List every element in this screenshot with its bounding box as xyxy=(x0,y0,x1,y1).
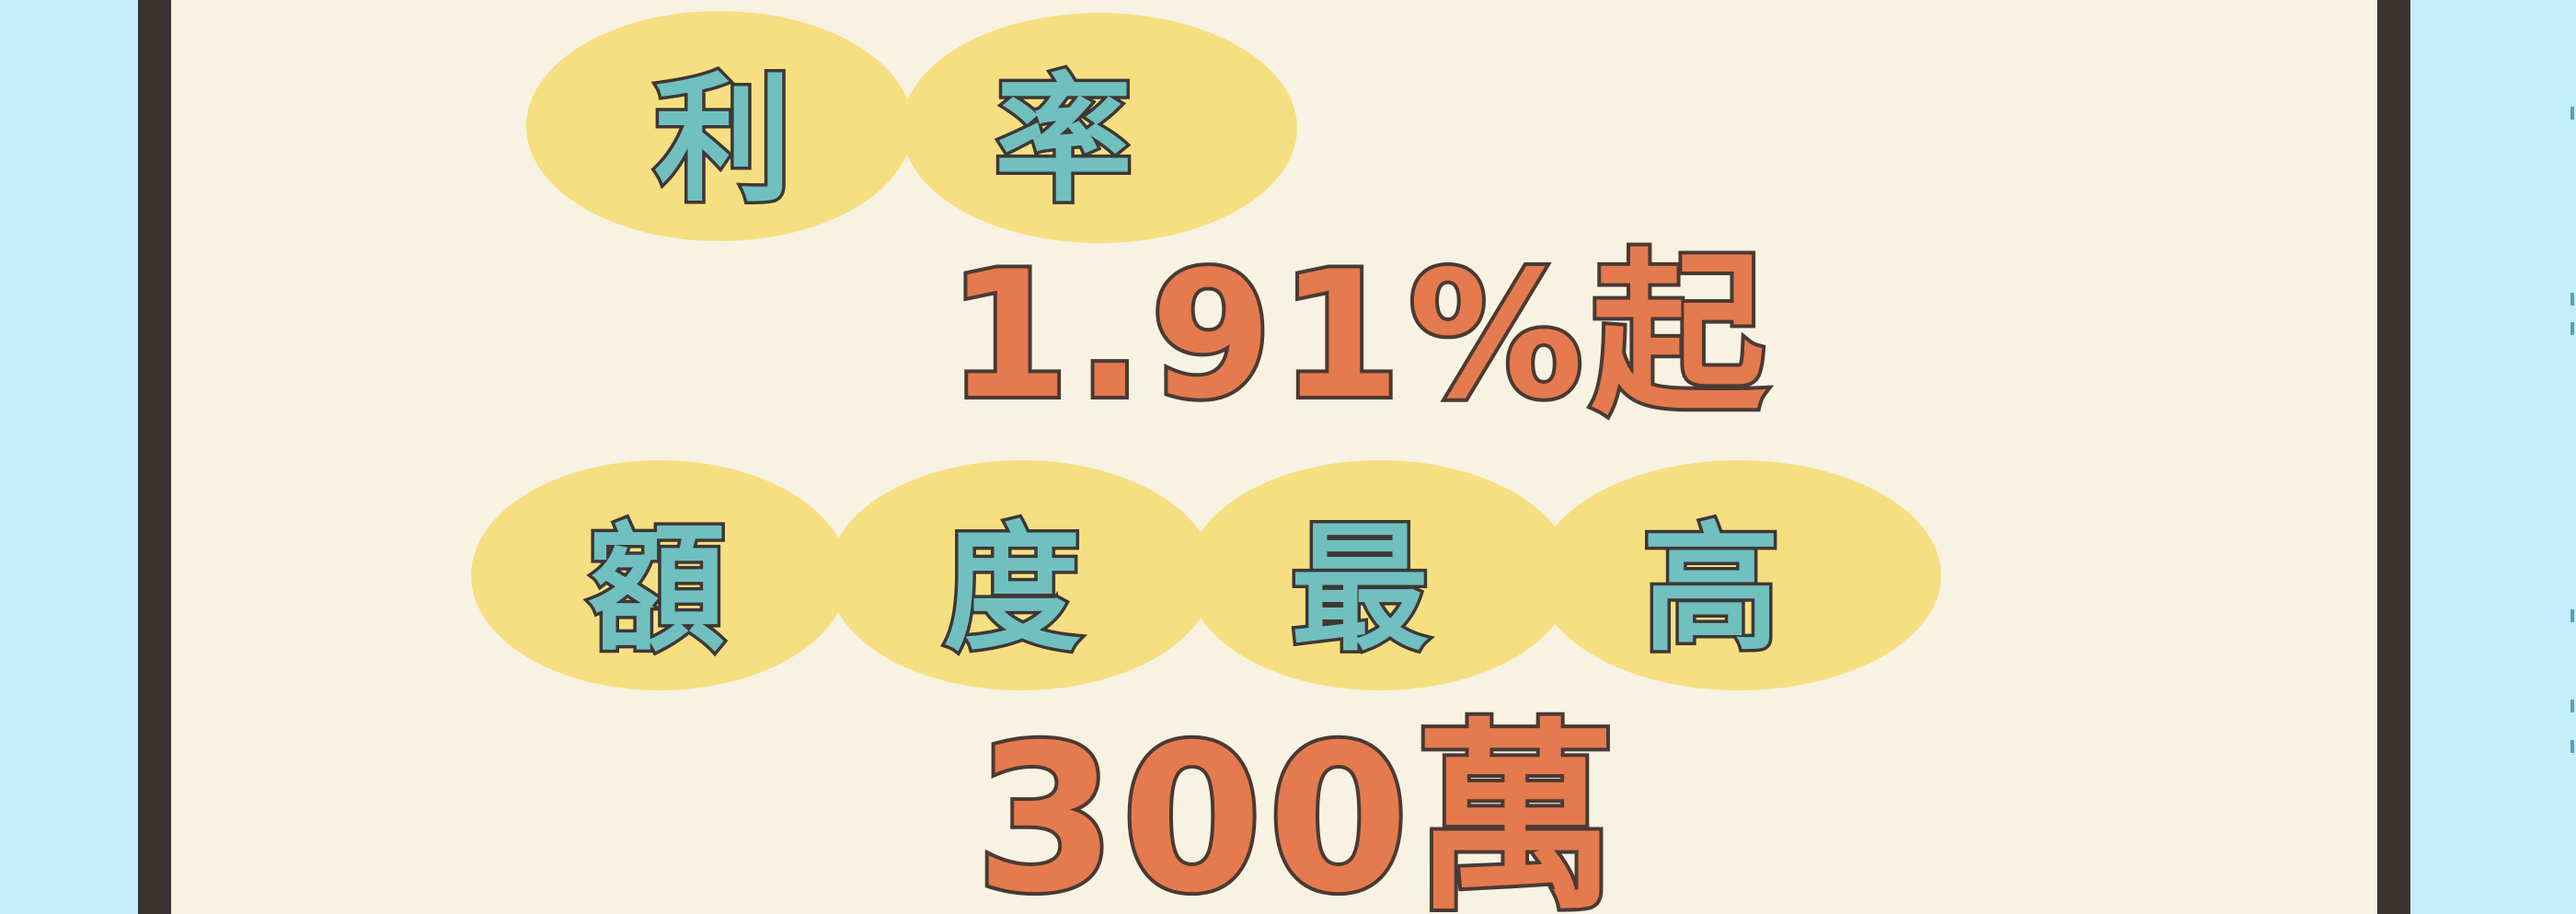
edge-tick xyxy=(2570,740,2574,753)
limit-label-char-1: 額 xyxy=(556,521,758,659)
limit-label-char-4: 高 xyxy=(1610,521,1812,659)
rate-label-char-2: 率 xyxy=(962,72,1165,210)
rate-label-char-1: 利 xyxy=(622,72,824,210)
edge-scroll-markers xyxy=(2569,0,2576,914)
edge-tick xyxy=(2570,609,2574,622)
edge-tick xyxy=(2570,700,2574,712)
edge-tick xyxy=(2570,107,2574,120)
limit-value: 300萬 xyxy=(975,718,1622,914)
limit-label-char-2: 度 xyxy=(911,521,1113,659)
edge-tick xyxy=(2570,293,2574,306)
edge-tick xyxy=(2570,322,2574,335)
limit-label-char-3: 最 xyxy=(1259,521,1461,659)
rate-value: 1.91%起 xyxy=(948,249,1773,423)
